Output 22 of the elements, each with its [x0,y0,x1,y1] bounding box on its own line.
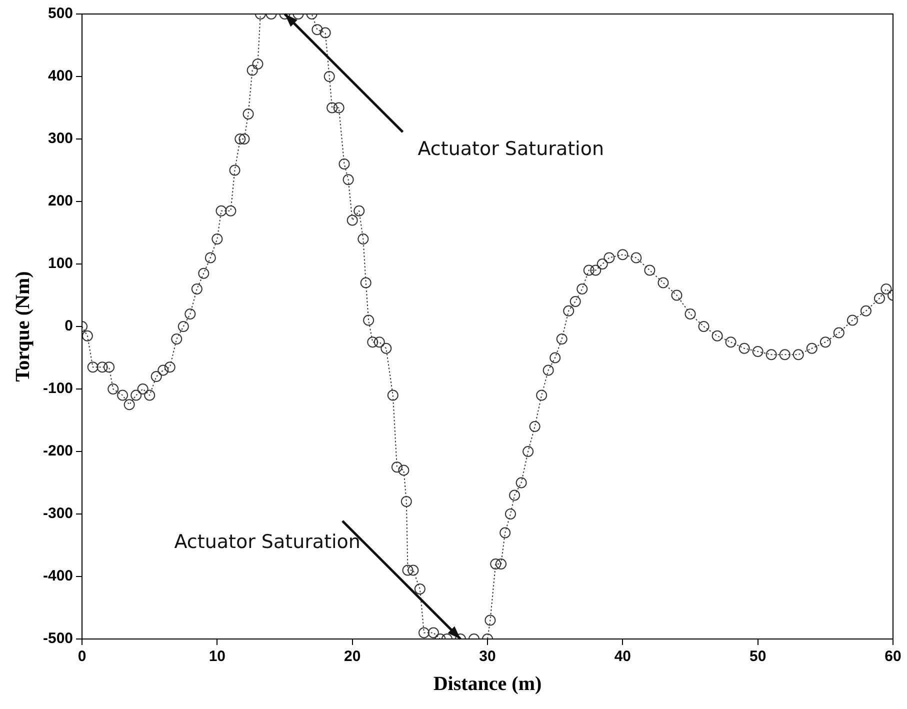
annotation: Actuator Saturation [418,138,604,160]
y-tick-label: 200 [48,192,74,210]
y-tick-label: -100 [42,380,74,398]
x-axis-title: Distance (m) [433,673,542,696]
x-tick-label: 60 [884,648,902,666]
y-tick-label: 0 [64,318,74,335]
y-tick-label: -200 [42,442,74,460]
x-tick-label: 50 [749,648,766,666]
y-tick-label: -500 [42,630,74,648]
y-tick-label: -300 [42,505,74,522]
x-tick-label: 30 [479,648,496,666]
y-tick-label: 300 [48,130,74,148]
y-tick-label: 400 [48,68,74,85]
annotation: Actuator Saturation [174,530,360,553]
y-tick-label: -400 [42,568,74,585]
x-tick-label: 40 [614,648,632,666]
x-tick-label: 0 [78,648,86,666]
y-tick-label: 500 [48,5,74,22]
y-tick-label: 100 [48,255,74,272]
x-tick-label: 10 [208,648,226,666]
y-axis-title: Torque (Nm) [12,271,34,382]
x-tick-label: 20 [344,648,361,666]
